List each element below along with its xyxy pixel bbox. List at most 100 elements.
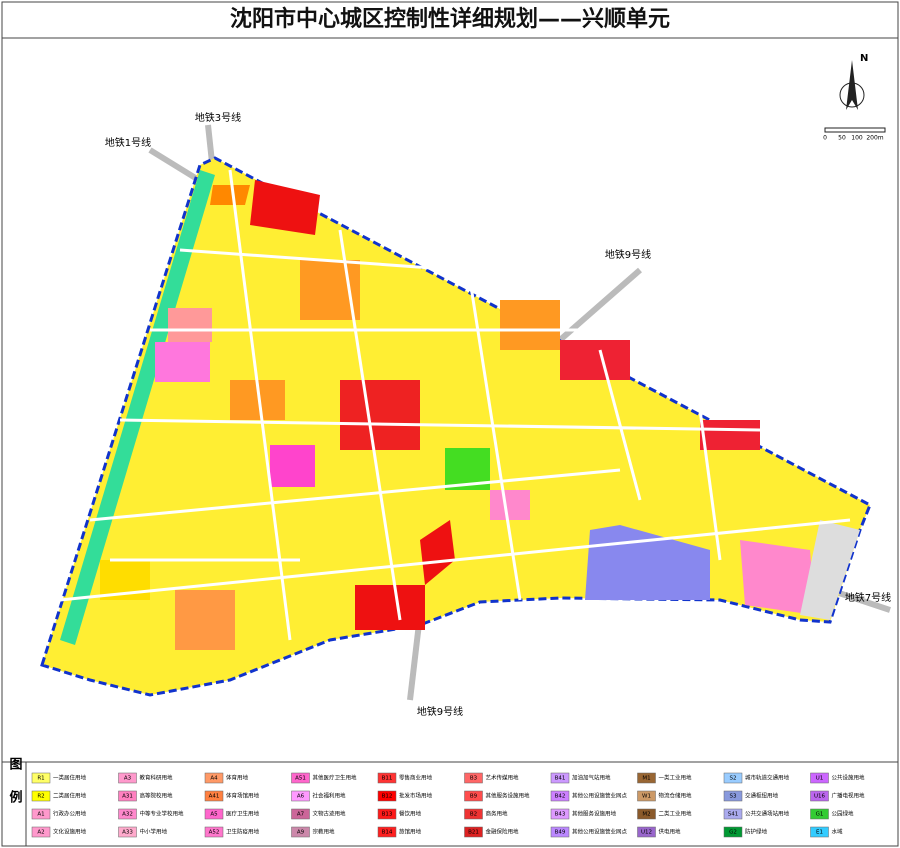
legend-code: U16 [814, 794, 826, 800]
legend-swatch [204, 790, 224, 802]
legend-label: 批发市场用地 [399, 792, 433, 800]
scale-label: 100 [851, 135, 863, 142]
legend-swatch [31, 790, 51, 802]
legend-code: S41 [728, 812, 739, 818]
legend-code: R1 [37, 776, 44, 782]
legend-label: 城市轨道交通用地 [745, 774, 790, 782]
legend-code: A32 [122, 812, 133, 818]
legend-code: G1 [816, 812, 824, 818]
legend-code: A1 [37, 812, 44, 818]
legend-swatch [464, 772, 483, 784]
legend-label: 广播电视用地 [832, 792, 866, 800]
legend-swatch [723, 808, 743, 820]
legend-swatch [637, 808, 656, 820]
legend-swatch [810, 790, 829, 802]
legend-code: B49 [555, 830, 566, 836]
legend-swatch [291, 826, 310, 838]
metro-label: 地铁9号线 [605, 248, 651, 261]
legend-swatch [118, 826, 137, 838]
legend-swatch [637, 790, 656, 802]
legend-code: B14 [382, 830, 393, 836]
legend-label: 公共交通场站用地 [745, 810, 790, 818]
legend-swatch [464, 790, 483, 802]
legend-swatch [204, 826, 224, 838]
legend-label: 教育科研用地 [140, 774, 174, 782]
legend-code: W1 [642, 794, 651, 800]
legend-swatch [723, 826, 743, 838]
legend-label: 体育场馆用地 [226, 792, 260, 800]
legend-code: B21 [468, 830, 479, 836]
legend-swatch [377, 772, 397, 784]
legend-code: M2 [642, 812, 650, 818]
legend-swatch [550, 790, 570, 802]
legend-title: 图例 [7, 757, 23, 823]
legend-label: 其他公用设施营业网点 [572, 792, 628, 800]
title: 沈阳市中心城区控制性详细规划——兴顺单元 [230, 6, 670, 32]
legend-code: A41 [209, 794, 220, 800]
legend-code: B12 [382, 794, 393, 800]
legend-label: 加油加气站用地 [572, 774, 611, 782]
legend-swatch [810, 772, 829, 784]
legend-swatch [377, 790, 397, 802]
legend-code: A9 [297, 830, 305, 836]
legend-swatch [637, 826, 656, 838]
north-arrow: N [824, 53, 886, 133]
legend-label: 防护绿地 [745, 828, 768, 836]
legend-code: B3 [470, 776, 478, 782]
legend-swatch [723, 772, 743, 784]
roads [59, 169, 851, 641]
legend-swatch [118, 790, 137, 802]
metro-label: 地铁9号线 [417, 705, 463, 718]
legend-code: B42 [555, 794, 566, 800]
legend-code: A2 [37, 830, 44, 836]
legend-label: 餐饮用地 [399, 810, 422, 818]
legend-label: 文物古迹用地 [313, 810, 347, 818]
legend-label: 二类工业用地 [659, 810, 693, 818]
legend-label: 二类居住用地 [53, 792, 87, 800]
legend-swatch [118, 808, 137, 820]
legend-code: M1 [642, 776, 650, 782]
metro-label: 地铁7号线 [845, 591, 891, 604]
legend-code: B2 [470, 812, 477, 818]
legend-code: S3 [730, 794, 737, 800]
legend-code: G2 [729, 830, 737, 836]
legend-code: A5 [210, 812, 218, 818]
legend-swatch [550, 826, 570, 838]
metro-label: 地铁3号线 [195, 111, 241, 124]
legend-swatch [31, 826, 51, 838]
metro-label: 地铁1号线 [105, 136, 151, 149]
legend-swatch [204, 772, 224, 784]
legend-code: E1 [816, 830, 823, 836]
legend-swatch [31, 808, 51, 820]
legend-label: 金融保险用地 [486, 828, 520, 836]
legend-code: R2 [37, 794, 44, 800]
legend-label: 一类工业用地 [659, 774, 693, 782]
legend-label: 其他服务设施用地 [572, 810, 617, 818]
legend-label: 零售商业用地 [399, 774, 433, 782]
legend-code: A33 [122, 830, 133, 836]
land-blocks [60, 170, 860, 650]
legend-label: 卫生防疫用地 [226, 828, 260, 836]
legend-code: B41 [555, 776, 566, 782]
legend-swatch [550, 808, 570, 820]
legend-label: 其他服务设施用地 [486, 792, 531, 800]
scale-label: 200m [866, 135, 883, 142]
legend-code: A31 [122, 794, 133, 800]
legend-swatch [291, 790, 310, 802]
legend-label: 艺术传媒用地 [486, 774, 520, 782]
legend-code: B43 [555, 812, 566, 818]
legend-code: A6 [297, 794, 305, 800]
legend-swatch [118, 772, 137, 784]
legend-code: A3 [124, 776, 132, 782]
legend-label: 水域 [832, 828, 844, 836]
legend-label: 中等专业学校用地 [140, 810, 185, 818]
legend-label: 社会福利用地 [313, 792, 347, 800]
legend-swatch [723, 790, 743, 802]
legend-swatch [291, 772, 310, 784]
north-label: N [860, 53, 868, 64]
legend-swatch [464, 826, 483, 838]
legend-code: U1 [816, 776, 824, 782]
legend-label: 交通枢纽用地 [745, 792, 779, 800]
